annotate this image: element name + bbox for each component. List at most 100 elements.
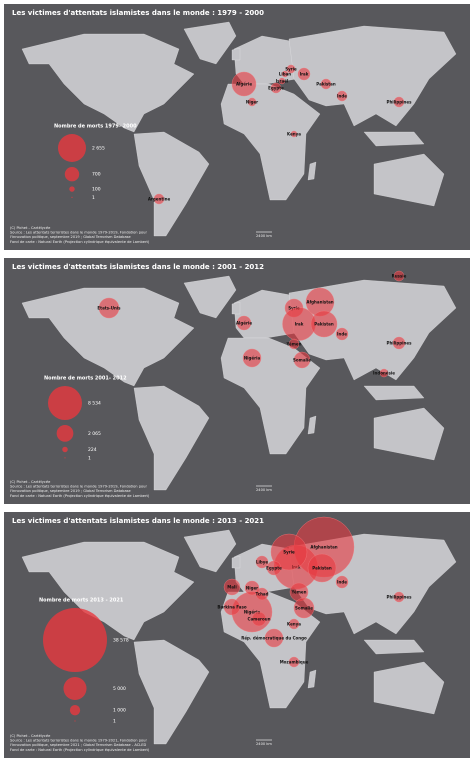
legend-value: 1 [92, 195, 95, 201]
bubble [286, 64, 296, 74]
bubble [242, 348, 262, 368]
legend-circle [69, 705, 81, 716]
legend-circle [71, 196, 73, 199]
source-line: Source : Les attentats terroristes dans … [10, 231, 147, 235]
bubble-label: Philippines [387, 341, 413, 346]
bubble-label: Kenya [287, 622, 301, 627]
bubble [266, 560, 282, 576]
bubble-label: Liban [279, 72, 291, 77]
source-line: l'innovation politique, septembre 2021 ;… [10, 743, 147, 747]
map-panel: Les victimes d'attentats islamistes dans… [4, 4, 470, 250]
bubble-label: Somalie [293, 358, 311, 363]
legend-value: 1 [88, 455, 91, 461]
source-line: (C) Pichet - Cartélycée [10, 226, 51, 230]
bubble [393, 270, 405, 282]
source-line: Fond de carte : Natural Earth (Projectio… [10, 748, 150, 752]
bubble [288, 656, 300, 668]
legend-value: 1 [113, 718, 116, 724]
bubble [335, 575, 349, 589]
legend-title: Nombre de morts 1979- 2000 [54, 124, 137, 130]
legend-circle [43, 608, 107, 672]
bubble [288, 618, 300, 630]
legend-circle [64, 457, 66, 459]
bubble-label: Egypte [268, 86, 284, 91]
bubble [278, 77, 286, 85]
bubble-label: Philippines [387, 100, 413, 105]
bubble [336, 90, 348, 102]
legend-value: 224 [88, 447, 97, 453]
bubble-label: Cameroun [248, 617, 271, 622]
bubble-label: Algérie [236, 321, 252, 326]
bubble [288, 338, 300, 350]
legend-circle [74, 720, 76, 722]
bubble-label: Afghanistan [306, 300, 333, 305]
bubble-label: Argentine [148, 197, 171, 202]
legend-value: 700 [92, 172, 101, 178]
legend-circle [64, 167, 80, 182]
source-line: Fond de carte : Natural Earth (Projectio… [10, 494, 150, 498]
bubble-label: Yémen [286, 342, 302, 347]
bubble [251, 611, 267, 627]
panel-title: Les victimes d'attentats islamistes dans… [12, 9, 264, 17]
bubble [392, 336, 406, 350]
bubble-label: Nigéria [244, 610, 261, 615]
bubble [293, 597, 315, 619]
bubble [255, 587, 269, 601]
source-line: Fond de carte : Natural Earth (Projectio… [10, 240, 150, 244]
bubble [231, 71, 257, 97]
bubble-label: Irak [300, 72, 309, 77]
bubble [255, 555, 269, 569]
legend-value: 38 578 [113, 638, 129, 644]
map-panel: Les victimes d'attentats islamistes dans… [4, 512, 470, 758]
bubble [223, 578, 241, 596]
scale-label: 2400 km [256, 742, 272, 746]
legend-circle [56, 425, 74, 442]
bubble-label: Israël [276, 79, 289, 84]
bubble-label: Afghanistan [310, 545, 337, 550]
bubble-label: Rép. démocratique du Congo [241, 636, 307, 641]
bubble-label: Niger [246, 586, 258, 591]
legend-value: 100 [92, 187, 101, 193]
bubble [310, 310, 338, 338]
bubble [335, 327, 349, 341]
legend-circle [48, 386, 82, 420]
bubble-label: Tchad [256, 592, 269, 597]
bubble-label: Niger [246, 100, 258, 105]
bubble [290, 130, 298, 138]
bubble-label: Inde [337, 94, 347, 99]
bubble-label: Algérie [236, 82, 252, 87]
bubble [153, 193, 165, 205]
bubble-label: Pakistan [316, 82, 336, 87]
bubble-label: Yémen [291, 590, 307, 595]
panel-title: Les victimes d'attentats islamistes dans… [12, 517, 264, 525]
map-panel: Les victimes d'attentats islamistes dans… [4, 258, 470, 504]
bubble [264, 628, 284, 648]
bubble-label: Russie [392, 274, 407, 279]
bubble [393, 96, 405, 108]
bubble [236, 315, 252, 331]
bubble [393, 591, 405, 603]
source-line: (C) Pichet - Cartélycée [10, 480, 51, 484]
bubble-label: Syrie [285, 67, 297, 72]
legend-circle [62, 446, 68, 453]
panel-title: Les victimes d'attentats islamistes dans… [12, 263, 264, 271]
bubble [270, 82, 282, 94]
legend-value: 2 655 [92, 146, 105, 152]
scale-label: 2400 km [256, 234, 272, 238]
bubble [223, 598, 241, 616]
legend-value: 2 065 [88, 431, 101, 437]
legend-value: 8 534 [88, 401, 101, 407]
bubble [297, 67, 311, 81]
bubble-label: Pakistan [312, 566, 332, 571]
bubble [247, 97, 257, 107]
legend-value: 1 000 [113, 708, 126, 714]
bubble [244, 580, 260, 596]
bubble [320, 78, 332, 90]
bubble [98, 297, 120, 319]
bubble-label: Inde [337, 332, 347, 337]
legend-circle [69, 186, 75, 192]
bubble [307, 553, 337, 583]
legend-circle [58, 134, 86, 162]
